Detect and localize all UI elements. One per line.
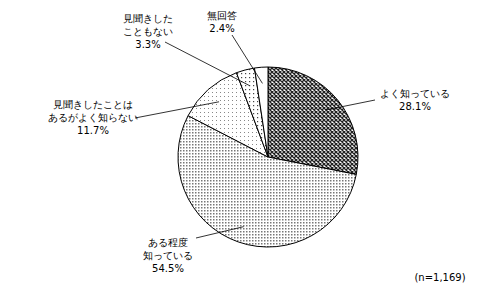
labels: よく知っている 28.1% ある程度知っている 54.5% 見聞きしたことはあるがよく知… — [48, 10, 450, 274]
leader-line — [135, 102, 219, 118]
annotation: (n=1,169) — [414, 272, 465, 283]
label-line: こともない — [123, 26, 173, 37]
data-label: 11.7% — [77, 125, 109, 136]
category-label: 見聞きしたことはあるがよく知らない — [48, 99, 138, 123]
label-line: ある程度 — [148, 237, 188, 248]
leader-line — [325, 100, 375, 110]
leader-line — [165, 42, 249, 86]
category-label: 無回答 — [207, 10, 237, 21]
data-label: 54.5% — [152, 263, 184, 274]
label-line: よく知っている — [380, 88, 450, 99]
slices — [178, 67, 358, 247]
data-label: 3.3% — [135, 39, 160, 50]
label-line: 知っている — [143, 250, 193, 261]
leader-line — [196, 227, 244, 238]
category-label: ある程度知っている — [143, 237, 193, 261]
data-label: 28.1% — [399, 101, 431, 112]
label-line: 無回答 — [207, 10, 237, 21]
leader-line — [232, 35, 262, 83]
data-label: 2.4% — [209, 23, 234, 34]
chart-container: よく知っている 28.1% ある程度知っている 54.5% 見聞きしたことはあるがよく知… — [0, 0, 497, 307]
category-label: よく知っている — [380, 88, 450, 99]
label-line: 見聞きしたことは — [53, 99, 133, 110]
pie-chart: よく知っている 28.1% ある程度知っている 54.5% 見聞きしたことはあるがよく知… — [0, 0, 497, 307]
label-line: 見聞きした — [123, 13, 173, 24]
category-label: 見聞きしたこともない — [123, 13, 173, 37]
pie-slice — [254, 67, 268, 157]
label-line: あるがよく知らない — [48, 112, 138, 123]
pie-slice — [268, 67, 358, 174]
